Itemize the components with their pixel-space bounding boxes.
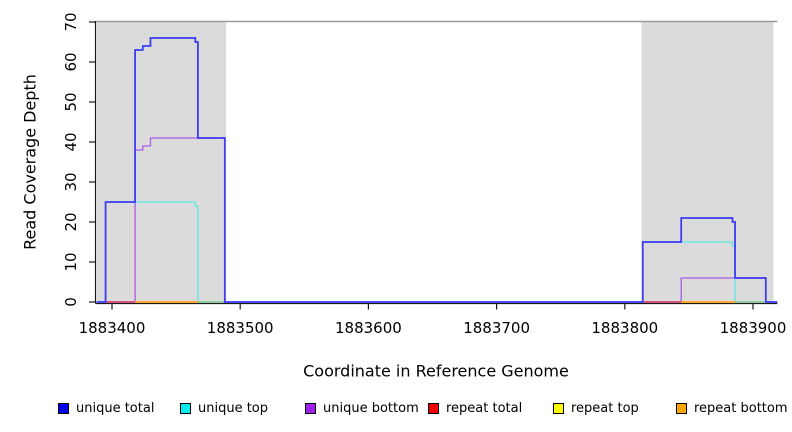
y-tick-label: 70 [62, 12, 80, 31]
legend-swatch-repeat-bottom [676, 402, 687, 414]
legend-label-repeat-bottom: repeat bottom [694, 400, 788, 416]
x-tick-label: 1883400 [79, 319, 146, 337]
y-tick-label: 30 [62, 172, 80, 191]
legend-item-unique-total: unique total [58, 400, 154, 416]
y-tick-label: 40 [62, 132, 80, 151]
legend-item-unique-top: unique top [180, 400, 268, 416]
x-tick-label: 1883700 [463, 319, 530, 337]
y-tick-label: 60 [62, 52, 80, 71]
y-tick-label: 50 [62, 92, 80, 111]
x-tick-label: 1883500 [207, 319, 274, 337]
y-tick-label: 10 [62, 252, 80, 271]
legend-label-unique-bottom: unique bottom [323, 400, 419, 416]
legend-swatch-unique-total [58, 402, 69, 414]
legend-swatch-repeat-total [428, 402, 439, 414]
legend-item-repeat-bottom: repeat bottom [676, 400, 788, 416]
repeat-region-left [96, 22, 227, 303]
legend-item-repeat-total: repeat total [428, 400, 522, 416]
repeat-region-right [641, 22, 774, 303]
y-axis-title: Read Coverage Depth [20, 74, 40, 250]
legend-swatch-unique-bottom [305, 402, 316, 414]
y-tick-label: 0 [62, 297, 80, 307]
legend-label-repeat-top: repeat top [571, 400, 639, 416]
y-tick-label: 20 [62, 212, 80, 231]
legend-item-repeat-top: repeat top [553, 400, 639, 416]
x-tick-label: 1883600 [335, 319, 402, 337]
x-axis-title: Coordinate in Reference Genome [303, 361, 569, 381]
legend-label-repeat-total: repeat total [446, 400, 523, 416]
x-tick-label: 1883900 [720, 319, 787, 337]
series-path-unique-total [96, 37, 778, 303]
legend-label-unique-total: unique total [76, 400, 155, 416]
legend-item-unique-bottom: unique bottom [305, 400, 419, 416]
x-tick-label: 1883800 [591, 319, 658, 337]
legend-swatch-repeat-top [553, 402, 564, 414]
legend-label-unique-top: unique top [198, 400, 269, 416]
legend-swatch-unique-top [180, 402, 191, 414]
